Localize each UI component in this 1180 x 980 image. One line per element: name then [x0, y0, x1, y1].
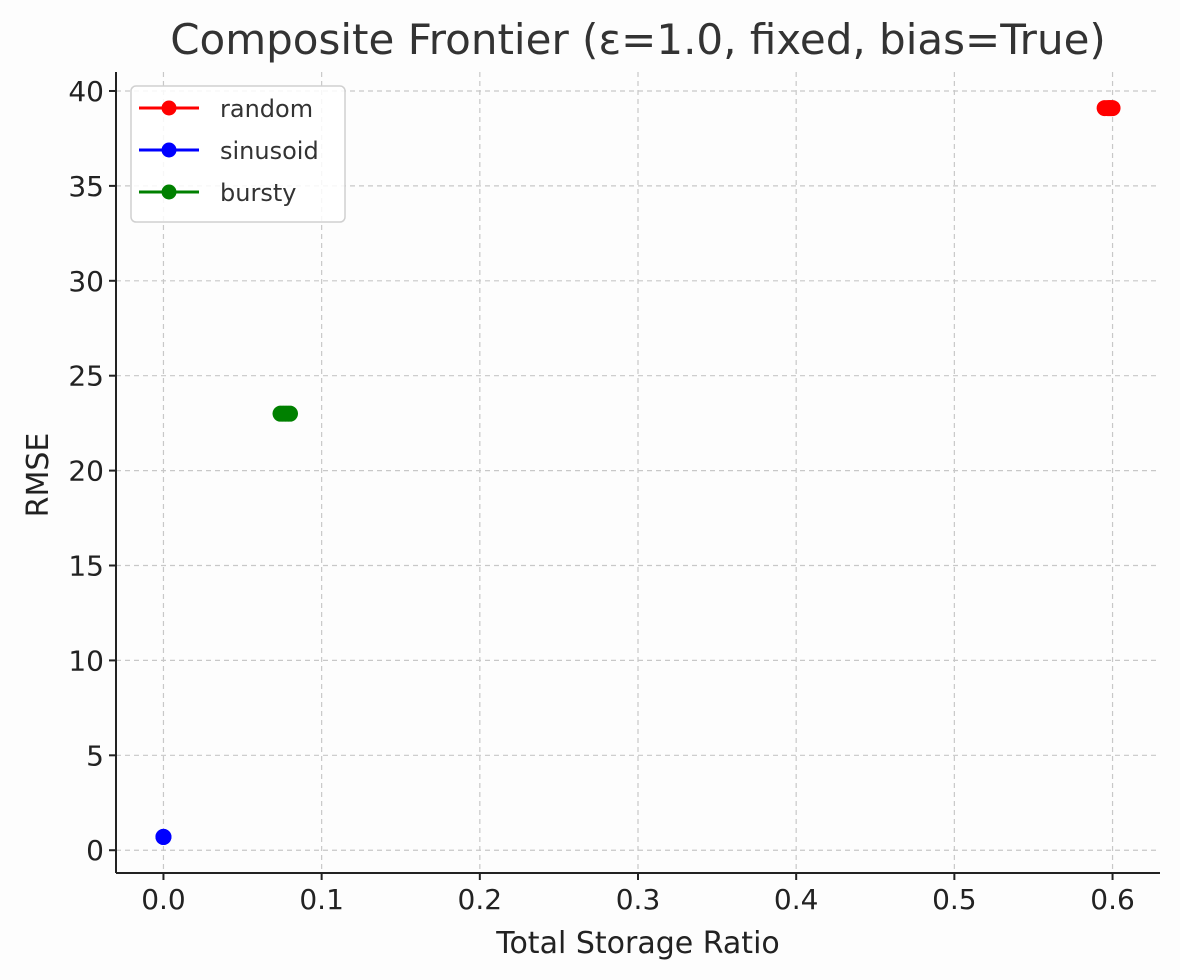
x-tick-label: 0.2: [458, 883, 503, 916]
legend-label-bursty: bursty: [220, 179, 296, 207]
x-tick-label: 0.3: [616, 883, 661, 916]
x-axis-label: Total Storage Ratio: [495, 926, 780, 961]
y-axis-label: RMSE: [21, 433, 56, 518]
ticks: 0.0 0.1 0.2 0.3 0.4 0.5 0.6 0 5 10 15 20 25 30 35 40: [68, 75, 1134, 916]
y-tick-label: 30: [68, 265, 104, 298]
chart-title: Composite Frontier (ε=1.0, fixed, bias=T…: [170, 15, 1106, 64]
data-point-bursty: [282, 405, 298, 422]
x-tick-label: 0.5: [932, 883, 977, 916]
legend-marker-bursty: [161, 184, 177, 200]
data-point-sinusoid: [155, 828, 172, 845]
legend-label-random: random: [220, 95, 313, 123]
legend-marker-random: [161, 100, 177, 116]
y-tick-label: 10: [68, 644, 104, 677]
legend-label-sinusoid: sinusoid: [220, 137, 319, 165]
y-tick-label: 40: [68, 75, 104, 108]
legend-box: [130, 85, 346, 223]
x-tick-label: 0.6: [1090, 883, 1135, 916]
y-tick-label: 25: [68, 360, 104, 393]
legend: random sinusoid bursty: [130, 85, 346, 223]
y-tick-label: 0: [86, 834, 104, 867]
x-tick-label: 0.0: [141, 883, 186, 916]
y-tick-label: 15: [68, 550, 104, 583]
x-tick-label: 0.1: [299, 883, 344, 916]
data-points: [155, 100, 1121, 845]
y-tick-label: 35: [68, 170, 104, 203]
y-tick-label: 20: [68, 455, 104, 488]
legend-marker-sinusoid: [161, 142, 177, 158]
y-tick-label: 5: [86, 739, 104, 772]
data-point-random: [1104, 100, 1121, 117]
x-tick-label: 0.4: [774, 883, 819, 916]
